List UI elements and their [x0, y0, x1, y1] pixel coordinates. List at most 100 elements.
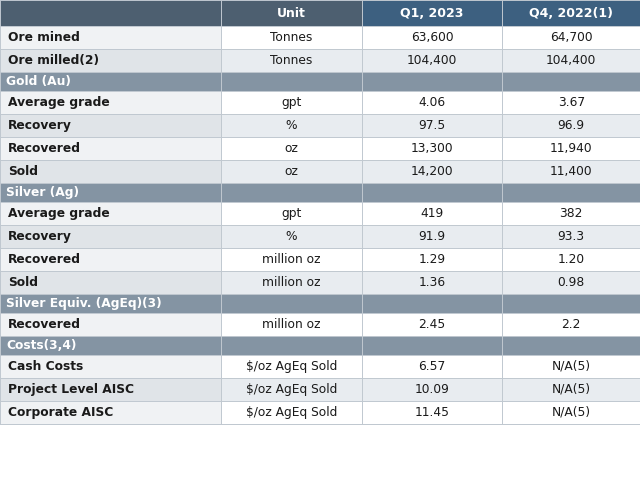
Bar: [221, 183, 362, 202]
Text: Recovered: Recovered: [8, 142, 81, 155]
Bar: [221, 294, 362, 313]
Text: N/A(5): N/A(5): [552, 382, 591, 396]
Bar: [502, 313, 640, 336]
Text: 63,600: 63,600: [411, 31, 453, 44]
Bar: [502, 271, 640, 294]
Text: Recovered: Recovered: [8, 318, 81, 331]
Text: 13,300: 13,300: [411, 142, 453, 155]
Text: 382: 382: [559, 207, 583, 220]
Text: 104,400: 104,400: [546, 54, 596, 67]
Text: oz: oz: [284, 165, 298, 178]
Text: Sold: Sold: [8, 276, 38, 289]
Bar: [362, 137, 502, 160]
Bar: [362, 0, 502, 26]
Bar: [0, 26, 221, 49]
Text: million oz: million oz: [262, 276, 321, 289]
Bar: [0, 336, 221, 355]
Text: 419: 419: [420, 207, 444, 220]
Bar: [0, 313, 221, 336]
Text: million oz: million oz: [262, 318, 321, 331]
Text: 6.57: 6.57: [419, 359, 445, 373]
Bar: [221, 160, 362, 183]
Text: 64,700: 64,700: [550, 31, 593, 44]
Text: 2.2: 2.2: [561, 318, 581, 331]
Bar: [362, 26, 502, 49]
Bar: [362, 355, 502, 378]
Bar: [362, 378, 502, 401]
Text: Recovery: Recovery: [8, 119, 72, 132]
Bar: [0, 248, 221, 271]
Bar: [502, 72, 640, 91]
Bar: [0, 271, 221, 294]
Bar: [502, 137, 640, 160]
Bar: [362, 271, 502, 294]
Text: Recovered: Recovered: [8, 253, 81, 266]
Text: gpt: gpt: [281, 207, 301, 220]
Bar: [502, 183, 640, 202]
Bar: [502, 114, 640, 137]
Text: 1.36: 1.36: [419, 276, 445, 289]
Text: Sold: Sold: [8, 165, 38, 178]
Bar: [221, 114, 362, 137]
Bar: [221, 137, 362, 160]
Bar: [0, 378, 221, 401]
Bar: [0, 72, 221, 91]
Text: 11,400: 11,400: [550, 165, 593, 178]
Text: 10.09: 10.09: [415, 382, 449, 396]
Text: Gold (Au): Gold (Au): [6, 75, 71, 88]
Bar: [221, 248, 362, 271]
Bar: [221, 91, 362, 114]
Text: Tonnes: Tonnes: [270, 31, 312, 44]
Text: Silver Equiv. (AgEq)(3): Silver Equiv. (AgEq)(3): [6, 297, 162, 310]
Bar: [502, 248, 640, 271]
Text: 3.67: 3.67: [557, 96, 585, 109]
Text: Ore mined: Ore mined: [8, 31, 79, 44]
Bar: [502, 49, 640, 72]
Bar: [502, 160, 640, 183]
Text: 96.9: 96.9: [557, 119, 585, 132]
Bar: [221, 49, 362, 72]
Bar: [362, 401, 502, 424]
Text: 2.45: 2.45: [419, 318, 445, 331]
Text: 93.3: 93.3: [557, 230, 585, 243]
Bar: [0, 114, 221, 137]
Text: Project Level AISC: Project Level AISC: [8, 382, 134, 396]
Bar: [0, 49, 221, 72]
Bar: [0, 202, 221, 225]
Bar: [0, 294, 221, 313]
Bar: [362, 114, 502, 137]
Bar: [362, 72, 502, 91]
Text: Cash Costs: Cash Costs: [8, 359, 83, 373]
Bar: [0, 401, 221, 424]
Bar: [0, 225, 221, 248]
Text: Corporate AISC: Corporate AISC: [8, 406, 113, 419]
Text: Costs(3,4): Costs(3,4): [6, 339, 77, 352]
Bar: [221, 271, 362, 294]
Text: Average grade: Average grade: [8, 207, 109, 220]
Bar: [0, 0, 221, 26]
Text: Ore milled(2): Ore milled(2): [8, 54, 99, 67]
Text: %: %: [285, 230, 297, 243]
Bar: [221, 378, 362, 401]
Bar: [0, 160, 221, 183]
Text: 11.45: 11.45: [415, 406, 449, 419]
Bar: [0, 183, 221, 202]
Text: Q1, 2023: Q1, 2023: [400, 6, 464, 20]
Text: 97.5: 97.5: [419, 119, 445, 132]
Bar: [221, 313, 362, 336]
Bar: [221, 0, 362, 26]
Text: Silver (Ag): Silver (Ag): [6, 186, 79, 199]
Bar: [502, 355, 640, 378]
Text: N/A(5): N/A(5): [552, 406, 591, 419]
Bar: [362, 160, 502, 183]
Text: 91.9: 91.9: [419, 230, 445, 243]
Text: 11,940: 11,940: [550, 142, 593, 155]
Bar: [362, 294, 502, 313]
Bar: [502, 202, 640, 225]
Text: Unit: Unit: [276, 6, 306, 20]
Text: Recovery: Recovery: [8, 230, 72, 243]
Bar: [362, 248, 502, 271]
Text: oz: oz: [284, 142, 298, 155]
Bar: [362, 183, 502, 202]
Bar: [221, 355, 362, 378]
